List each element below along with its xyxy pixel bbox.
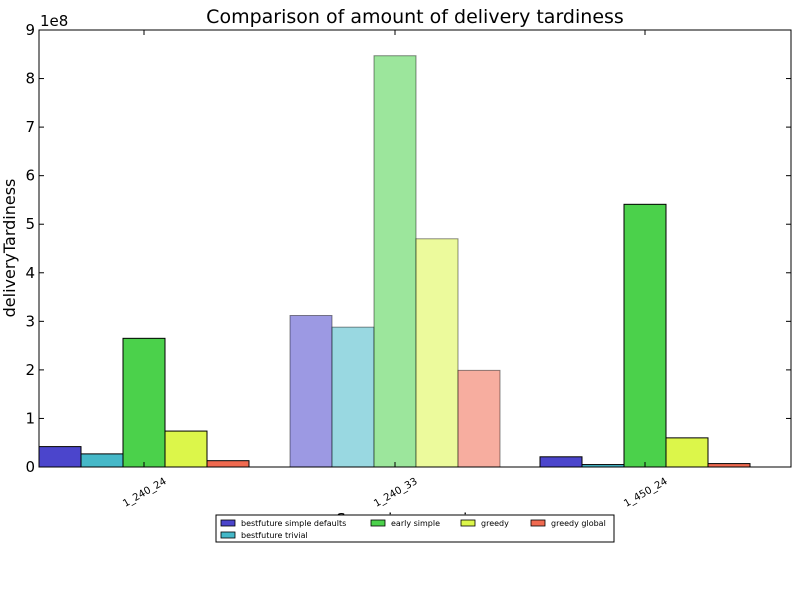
y-tick-label: 3 xyxy=(25,312,35,330)
y-tick-label: 8 xyxy=(25,70,35,88)
legend: bestfuture simple defaults bestfuture tri… xyxy=(215,514,615,543)
bar-1_450_24-series-4 xyxy=(707,463,751,468)
x-tick-label: 1_450_24 xyxy=(622,476,669,510)
y-axis-multiplier: 1e8 xyxy=(40,12,68,30)
legend-label: early simple xyxy=(391,519,440,528)
y-tick-label: 5 xyxy=(25,215,35,233)
plot-area-frame xyxy=(38,29,792,468)
legend-swatch xyxy=(220,519,236,527)
y-tick-label: 1 xyxy=(25,409,35,427)
bar-1_240_33-series-1 xyxy=(331,326,375,468)
y-tick-label: 7 xyxy=(25,118,35,136)
legend-label: bestfuture simple defaults xyxy=(241,519,346,528)
bar-1_240_33-series-0 xyxy=(289,315,333,468)
bar-1_240_24-series-1 xyxy=(80,453,124,468)
bar-1_450_24-series-0 xyxy=(539,456,583,468)
y-axis-label: deliveryTardiness xyxy=(0,179,19,318)
bar-1_240_24-series-4 xyxy=(206,460,250,468)
chart-title: Comparison of amount of delivery tardine… xyxy=(206,6,624,28)
y-tick-label: 0 xyxy=(25,458,35,476)
bars-group xyxy=(38,55,751,468)
bar-1_240_24-series-3 xyxy=(164,430,208,468)
legend-swatch xyxy=(530,519,546,527)
legend-label: greedy global xyxy=(551,519,606,528)
legend-label: bestfuture trivial xyxy=(241,531,308,540)
x-tick-label: 1_240_33 xyxy=(372,476,419,510)
bar-1_240_24-series-2 xyxy=(122,337,166,468)
y-tick-label: 9 xyxy=(25,21,35,39)
bar-1_450_24-series-2 xyxy=(623,203,667,468)
bar-1_240_33-series-2 xyxy=(373,55,417,468)
y-ticks-group: 0 1 2 3 4 5 6 7 8 9 xyxy=(25,21,791,476)
y-tick-label: 6 xyxy=(25,167,35,185)
legend-swatch xyxy=(370,519,386,527)
legend-swatch xyxy=(460,519,476,527)
bar-1_240_24-series-0 xyxy=(38,446,82,468)
legend-frame xyxy=(215,514,615,543)
y-tick-label: 2 xyxy=(25,361,35,379)
legend-label: greedy xyxy=(481,519,509,528)
legend-swatch xyxy=(220,531,236,539)
y-tick-label: 4 xyxy=(25,264,35,282)
bar-1_450_24-series-3 xyxy=(665,437,709,468)
bar-1_240_33-series-3 xyxy=(415,238,459,468)
x-tick-label: 1_240_24 xyxy=(121,476,168,510)
bar-1_240_33-series-4 xyxy=(457,369,501,468)
